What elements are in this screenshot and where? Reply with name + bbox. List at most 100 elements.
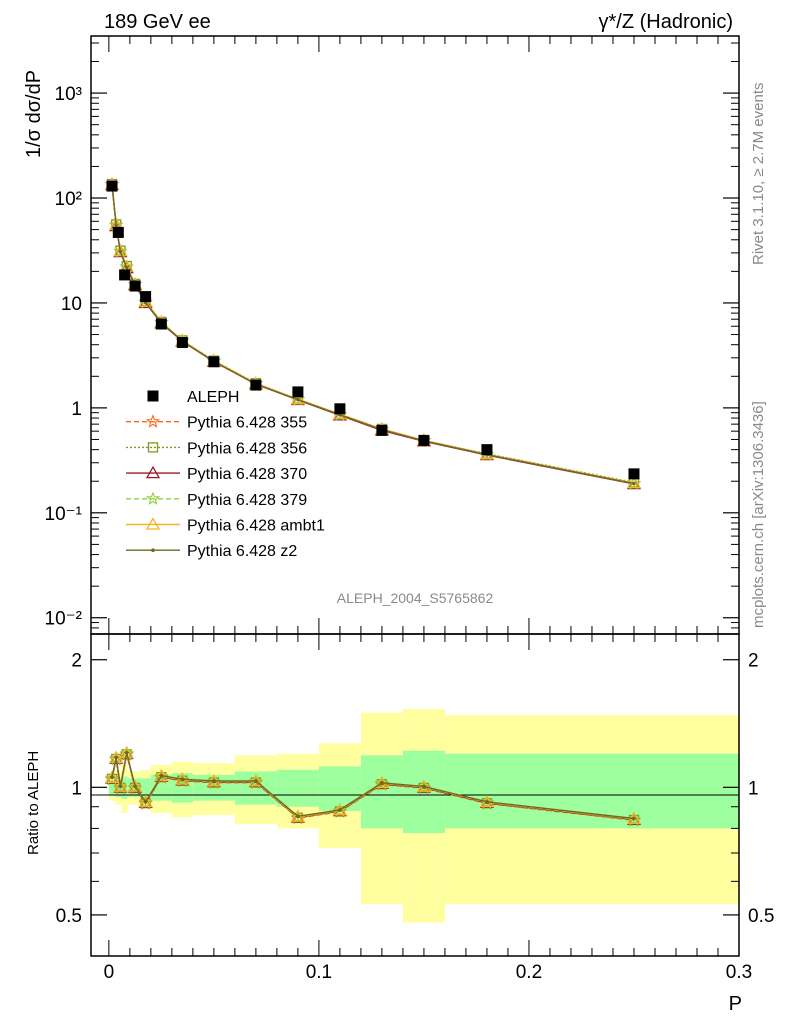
legend-label-ambt1: Pythia 6.428 ambt1 — [187, 518, 325, 535]
ratio-series-marker-z2 — [338, 808, 342, 812]
main-y-tick-label: 10⁻² — [45, 609, 83, 630]
legend: ALEPH Pythia 6.428 355 Pythia 6.428 356 Pyt… — [126, 389, 325, 560]
legend-marker-p370 — [145, 465, 161, 479]
header-left: 189 GeV ee — [104, 11, 211, 33]
rivet-label: Rivet 3.1.10, ≥ 2.7M events — [750, 83, 767, 266]
ratio-plot-panel: 0.5 0.5 1 1 2 2 0 0.1 0.2 0.3 — [56, 633, 774, 983]
ratio-series-marker-z2 — [632, 816, 636, 821]
ratio-series-marker-ambt1 — [332, 802, 348, 816]
legend-label-data: ALEPH — [187, 389, 239, 406]
ratio-series-marker-z2 — [124, 751, 129, 755]
ratio-series-marker-z2 — [110, 775, 114, 780]
ratio-series-marker-z2 — [180, 777, 185, 781]
ratio-series-marker-p379 — [104, 770, 120, 785]
legend-marker-p355 — [145, 414, 161, 428]
data-point — [176, 336, 188, 348]
ratio-mc-series — [104, 745, 642, 827]
ratio-series-marker-z2 — [133, 784, 137, 789]
main-series-line-p355 — [111, 184, 635, 485]
main-series-marker-ambt1 — [113, 243, 128, 257]
main-ylabel: 1/σ dσ/dP — [23, 70, 45, 158]
analysis-id: ALEPH_2004_S5765862 — [337, 590, 494, 606]
main-series-marker-p379 — [113, 243, 128, 258]
main-series-marker-z2 — [124, 265, 129, 270]
ratio-series-marker-z2 — [254, 779, 258, 783]
mcplots-label: mcplots.cern.ch [arXiv:1306.3436] — [750, 401, 767, 628]
x-axis-label: P — [729, 993, 742, 1015]
ratio-series-marker-z2 — [296, 814, 300, 819]
legend-label-p355: Pythia 6.428 355 — [187, 415, 307, 432]
data-point — [628, 468, 640, 480]
main-y-ticks: 10⁻² 10⁻¹ 1 10 10² 10³ — [45, 36, 740, 635]
main-series-marker-z2 — [632, 481, 636, 486]
ratio-y-tick-label-right: 0.5 — [748, 906, 774, 927]
ratio-inner-band — [108, 780, 116, 795]
main-series-line-ambt1 — [111, 184, 635, 484]
main-series-line-p379 — [111, 184, 635, 485]
data-point — [112, 226, 124, 238]
ratio-ylabel: Ratio to ALEPH — [25, 751, 42, 855]
main-series-line-p356 — [111, 183, 635, 484]
data-point — [376, 424, 388, 436]
data-point — [106, 180, 118, 192]
ratio-y-tick-label-left: 2 — [71, 651, 82, 672]
ratio-series-marker-z2 — [114, 755, 119, 760]
ratio-series-marker-ambt1 — [119, 745, 134, 759]
data-point — [155, 318, 167, 330]
legend-label-z2: Pythia 6.428 z2 — [187, 543, 297, 560]
data-point — [129, 280, 141, 292]
main-y-tick-label: 10² — [55, 189, 82, 210]
ratio-series-marker-ambt1 — [127, 779, 143, 792]
legend-marker-z2 — [151, 548, 155, 552]
x-tick-label: 0.3 — [726, 962, 752, 983]
ratio-series-marker-z2 — [143, 799, 148, 804]
ratio-series-marker-ambt1 — [154, 768, 169, 782]
ratio-series-marker-p379 — [626, 811, 642, 826]
legend-label-p379: Pythia 6.428 379 — [187, 492, 307, 509]
main-series-marker-z2 — [296, 397, 300, 402]
x-tick-label: 0.2 — [516, 962, 542, 983]
main-series-line-p370 — [111, 184, 635, 485]
legend-label-p356: Pythia 6.428 356 — [187, 440, 307, 457]
main-series-line-z2 — [111, 184, 635, 485]
ratio-series-marker-ambt1 — [113, 779, 128, 792]
ratio-uncertainty-bands — [108, 709, 739, 923]
ratio-y-tick-label-right: 2 — [748, 651, 759, 672]
ratio-inner-band — [140, 778, 151, 797]
ratio-inner-band — [276, 769, 319, 807]
ratio-series-marker-p379 — [127, 779, 143, 794]
ratio-inner-band — [444, 753, 739, 829]
x-tick-label: 0.1 — [306, 962, 332, 983]
ratio-series-marker-p379 — [248, 774, 264, 788]
data-point — [208, 356, 220, 368]
ratio-series-marker-z2 — [159, 773, 164, 778]
ratio-series-marker-z2 — [212, 779, 216, 783]
ratio-series-marker-ambt1 — [138, 794, 153, 808]
ratio-y-tick-label-right: 1 — [748, 778, 759, 799]
ratio-series-marker-z2 — [422, 784, 426, 789]
main-y-tick-label: 10³ — [55, 84, 82, 105]
data-point — [418, 434, 430, 446]
ratio-series-marker-p379 — [332, 803, 348, 817]
ratio-series-marker-p379 — [113, 779, 128, 794]
ratio-series-marker-p379 — [374, 775, 390, 790]
legend-marker-p379 — [145, 491, 161, 505]
legend-label-p370: Pythia 6.428 370 — [187, 466, 307, 483]
main-data-points — [106, 180, 640, 480]
data-point — [481, 444, 493, 456]
ratio-y-tick-label-left: 1 — [71, 778, 82, 799]
ratio-series-marker-p379 — [206, 774, 222, 788]
main-y-tick-label: 1 — [71, 399, 82, 420]
ratio-series-marker-ambt1 — [104, 770, 120, 783]
legend-marker-ambt1 — [145, 517, 161, 530]
data-point — [250, 379, 262, 391]
ratio-series-marker-p379 — [416, 779, 432, 794]
header-right: γ*/Z (Hadronic) — [599, 11, 733, 33]
main-y-tick-label: 10 — [61, 294, 82, 315]
ratio-series-marker-z2 — [380, 780, 384, 785]
ratio-ticks: 0.5 0.5 1 1 2 2 0 0.1 0.2 0.3 — [56, 634, 774, 983]
ratio-series-line-z2 — [111, 752, 635, 820]
legend-marker-data — [147, 390, 159, 402]
x-tick-label: 0 — [104, 962, 115, 983]
